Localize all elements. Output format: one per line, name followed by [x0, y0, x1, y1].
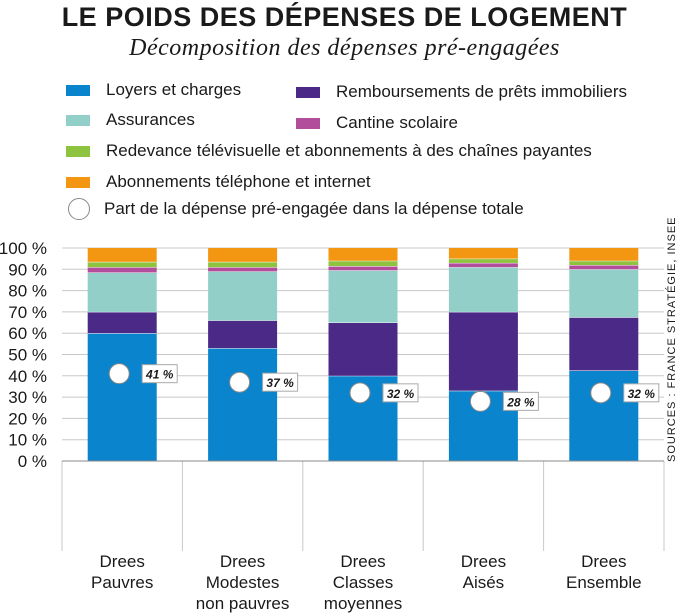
bar-segment: [87, 311, 157, 334]
y-tick-label: 100 %: [0, 239, 47, 258]
bar-segment: [569, 248, 639, 261]
x-category-label: Modestes: [206, 573, 280, 592]
bar-segment: [569, 317, 639, 371]
share-label: 37 %: [266, 376, 294, 390]
chart-subtitle: Décomposition des dépenses pré-engagées: [129, 35, 560, 61]
bar-segment: [569, 269, 639, 318]
x-category-label: non pauvres: [196, 594, 290, 613]
y-tick-label: 90 %: [8, 260, 47, 279]
legend-label-assurances: Assurances: [106, 110, 195, 129]
y-tick-label: 70 %: [8, 303, 47, 322]
legend-label-share: Part de la dépense pré-engagée dans la d…: [104, 199, 524, 218]
x-category-label: moyennes: [324, 594, 402, 613]
bar-segment: [208, 248, 278, 262]
legend-item-remboursements: Remboursements de prêts immobiliers: [296, 82, 627, 102]
share-label: 32 %: [387, 387, 415, 401]
bar-segment: [328, 248, 398, 261]
legend-item-cantine: Cantine scolaire: [296, 113, 458, 133]
y-tick-label: 10 %: [8, 431, 47, 450]
legend-item-share: Part de la dépense pré-engagée dans la d…: [66, 198, 524, 220]
bar-segment: [208, 348, 278, 461]
legend-swatch-cantine: [296, 117, 320, 129]
legend-swatch-assurances: [66, 114, 90, 126]
y-tick-label: 30 %: [8, 388, 47, 407]
share-marker-circle-icon: [469, 390, 491, 412]
legend-swatch-loyers: [66, 84, 90, 96]
x-category-label: Classes: [333, 573, 393, 592]
bar-segment: [569, 265, 639, 270]
share-label: 28 %: [506, 395, 535, 409]
legend-circle-icon: [68, 198, 90, 220]
legend-item-loyers: Loyers et charges: [66, 80, 241, 100]
bar-segment: [87, 261, 157, 268]
y-tick-label: 0 %: [18, 452, 47, 471]
bar-segment: [208, 320, 278, 349]
bar-segment: [448, 248, 518, 259]
x-category-label: Drees: [340, 552, 385, 571]
bar-segment: [208, 271, 278, 321]
bar-segment: [87, 267, 157, 273]
y-tick-label: 40 %: [8, 367, 47, 386]
x-category-label: Aisés: [463, 573, 505, 592]
share-marker-circle-icon: [229, 371, 251, 393]
share-label: 32 %: [628, 387, 656, 401]
share-marker-circle-icon: [349, 382, 371, 404]
bar-segment: [328, 322, 398, 376]
bar-segment: [87, 333, 157, 461]
share-label-box: [262, 372, 299, 392]
x-category-label: Drees: [461, 552, 506, 571]
y-tick-label: 50 %: [8, 346, 47, 365]
share-label-box: [623, 383, 660, 403]
legend-item-telephone: Abonnements téléphone et internet: [66, 172, 371, 192]
bar-segment: [448, 258, 518, 263]
bar-segment: [569, 260, 639, 266]
bar-segment: [328, 270, 398, 323]
legend-swatch-remboursements: [296, 86, 320, 98]
share-label: 41 %: [145, 368, 174, 382]
bar-segment: [87, 248, 157, 262]
bar-segment: [448, 311, 518, 391]
bar-segment: [328, 260, 398, 267]
share-label-box: [502, 391, 539, 411]
x-category-label: Pauvres: [91, 573, 153, 592]
y-tick-label: 60 %: [8, 324, 47, 343]
legend-label-remboursements: Remboursements de prêts immobiliers: [336, 82, 627, 101]
legend-item-redevance: Redevance télévisuelle et abonnements à …: [66, 141, 592, 161]
share-label-box: [382, 383, 419, 403]
x-category-label: Drees: [581, 552, 626, 571]
legend-swatch-redevance: [66, 145, 90, 157]
y-tick-label: 20 %: [8, 409, 47, 428]
x-category-label: Drees: [100, 552, 145, 571]
bar-segment: [328, 266, 398, 271]
y-tick-label: 80 %: [8, 282, 47, 301]
legend-label-telephone: Abonnements téléphone et internet: [106, 172, 371, 191]
bar-segment: [208, 267, 278, 272]
bar-segment: [87, 272, 157, 312]
legend-label-loyers: Loyers et charges: [106, 80, 242, 99]
legend-label-redevance: Redevance télévisuelle et abonnements à …: [106, 141, 592, 160]
source-note: SOURCES : FRANCE STRATÉGIE, INSEE: [666, 216, 678, 463]
share-marker-circle-icon: [108, 363, 130, 385]
share-label-box: [141, 364, 178, 384]
legend-swatch-telephone: [66, 176, 90, 188]
x-category-label: Drees: [220, 552, 265, 571]
bar-segment: [208, 261, 278, 268]
legend-item-assurances: Assurances: [66, 110, 195, 130]
x-category-label: Ensemble: [566, 573, 642, 592]
bar-segment: [448, 267, 518, 312]
share-marker-circle-icon: [590, 382, 612, 404]
legend-label-cantine: Cantine scolaire: [336, 113, 458, 132]
chart-title: LE POIDS DES DÉPENSES DE LOGEMENT: [61, 2, 628, 32]
bar-segment: [448, 262, 518, 268]
